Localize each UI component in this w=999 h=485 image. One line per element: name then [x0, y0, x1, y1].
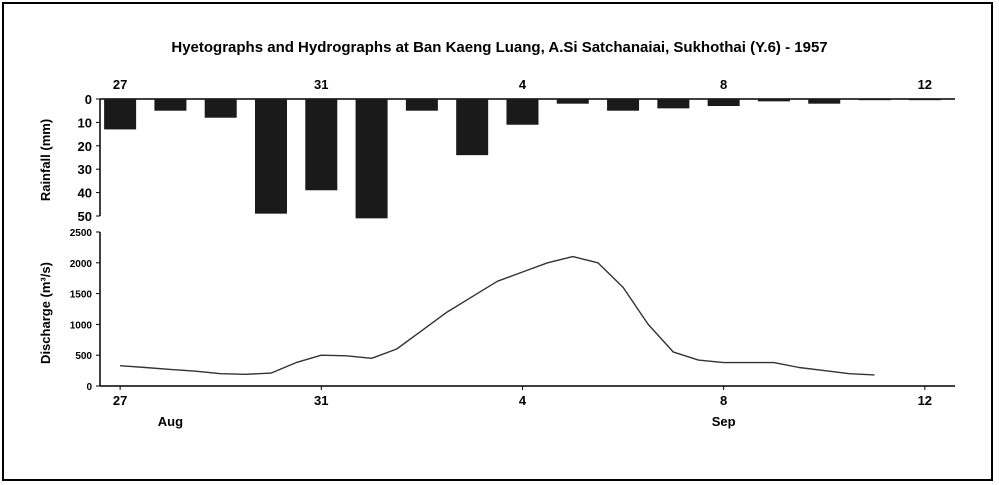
rainfall-y-tick-label: 40 [78, 186, 92, 201]
rainfall-bar [908, 99, 941, 101]
discharge-y-tick-label: 2000 [70, 259, 93, 270]
rainfall-bar [405, 99, 438, 111]
discharge-line [120, 255, 875, 376]
month-label: Sep [712, 414, 736, 429]
bottom-x-tick-label: 4 [519, 393, 527, 408]
rainfall-bar [808, 99, 841, 104]
rainfall-bar [757, 99, 790, 102]
discharge-y-tick-label: 1500 [70, 290, 93, 301]
rainfall-axis-label: Rainfall (mm) [38, 119, 53, 201]
rainfall-bar [858, 99, 891, 101]
bottom-x-tick-label: 27 [113, 393, 127, 408]
rainfall-bar [657, 99, 690, 109]
rainfall-y-tick-label: 30 [78, 162, 92, 177]
month-label: Aug [158, 414, 183, 429]
top-x-tick-label: 31 [314, 77, 328, 92]
rainfall-y-tick-label: 10 [78, 115, 92, 130]
rainfall-bar [104, 99, 137, 130]
discharge-axis-label: Discharge (m³/s) [38, 262, 53, 364]
rainfall-bar [456, 99, 489, 156]
bottom-x-tick-label: 8 [720, 393, 727, 408]
discharge-y-tick-label: 500 [75, 351, 92, 362]
rainfall-bar [506, 99, 539, 125]
rainfall-bar [707, 99, 740, 107]
rainfall-bar [255, 99, 287, 214]
rainfall-bar [204, 99, 237, 118]
rainfall-bar [607, 99, 640, 111]
rainfall-bar [154, 99, 187, 111]
rainfall-bar [355, 99, 388, 219]
rainfall-bar [305, 99, 338, 191]
rainfall-y-tick-label: 50 [78, 209, 92, 224]
top-x-tick-label: 12 [918, 77, 932, 92]
discharge-y-tick-label: 0 [86, 382, 92, 393]
chart-frame [2, 2, 993, 481]
rainfall-y-tick-label: 20 [78, 139, 92, 154]
chart-title: Hyetographs and Hydrographs at Ban Kaeng… [171, 39, 828, 56]
top-x-tick-label: 27 [113, 77, 127, 92]
bottom-x-tick-label: 12 [918, 393, 932, 408]
top-x-tick-label: 8 [720, 77, 727, 92]
bottom-x-tick-label: 31 [314, 393, 328, 408]
rainfall-bar [556, 99, 589, 104]
rainfall-y-tick-label: 0 [85, 92, 92, 107]
discharge-y-tick-label: 1000 [70, 320, 93, 331]
discharge-y-tick-label: 2500 [70, 228, 93, 239]
top-x-tick-label: 4 [519, 77, 527, 92]
